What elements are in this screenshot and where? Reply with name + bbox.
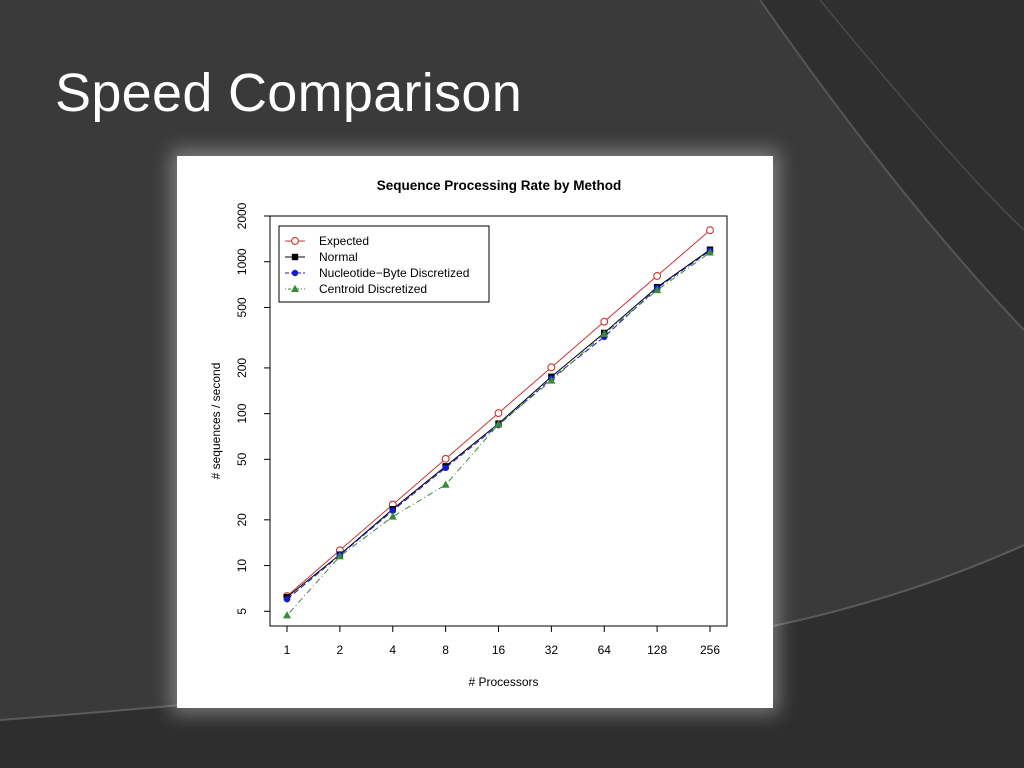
data-point-centroid-discretized xyxy=(335,552,344,560)
data-point-centroid-discretized xyxy=(653,285,662,294)
x-tick-label: 1 xyxy=(284,643,291,657)
data-point-centroid-discretized xyxy=(547,376,556,384)
x-axis-label: # Processors xyxy=(468,675,538,689)
x-tick-label: 128 xyxy=(647,643,667,657)
data-point-nucleotide-byte-discretized xyxy=(389,507,396,514)
data-point-centroid-discretized xyxy=(706,248,714,256)
y-tick-label: 1000 xyxy=(235,248,249,275)
legend-label-centroid-discretized: Centroid Discretized xyxy=(319,282,427,296)
y-tick-label: 10 xyxy=(235,559,249,573)
slide-title: Speed Comparison xyxy=(55,63,523,123)
x-tick-label: 2 xyxy=(337,643,344,657)
data-point-nucleotide-byte-discretized xyxy=(283,596,291,603)
data-point-expected xyxy=(600,317,609,326)
legend-marker-normal xyxy=(291,253,299,261)
data-point-centroid-discretized xyxy=(441,480,450,488)
data-point-centroid-discretized xyxy=(388,512,397,520)
data-point-expected xyxy=(441,454,450,463)
x-tick-label: 8 xyxy=(442,643,449,657)
legend-label-normal: Normal xyxy=(319,250,358,264)
data-point-expected xyxy=(706,226,714,235)
y-tick-label: 2000 xyxy=(235,202,249,229)
y-tick-label: 200 xyxy=(235,358,249,378)
y-tick-label: 5 xyxy=(235,608,249,615)
data-point-expected xyxy=(494,409,503,418)
x-tick-label: 4 xyxy=(389,643,396,657)
data-point-centroid-discretized xyxy=(283,611,291,619)
data-point-nucleotide-byte-discretized xyxy=(442,464,449,472)
legend-box xyxy=(278,225,490,303)
data-point-expected xyxy=(547,363,556,372)
legend-marker-centroid-discretized xyxy=(291,284,299,292)
y-axis-label: # sequences / second xyxy=(209,363,223,480)
data-point-expected xyxy=(653,271,662,280)
series-line-centroid-discretized xyxy=(286,252,711,616)
y-tick-label: 20 xyxy=(235,513,249,527)
legend-marker-expected xyxy=(291,237,299,245)
chart-title: Sequence Processing Rate by Method xyxy=(377,178,622,193)
y-tick-label: 50 xyxy=(235,452,249,466)
data-point-centroid-discretized xyxy=(494,420,503,428)
y-tick-label: 100 xyxy=(235,403,249,423)
x-tick-label: 16 xyxy=(492,643,506,657)
x-tick-label: 256 xyxy=(700,643,720,657)
legend-label-expected: Expected xyxy=(319,234,369,248)
line-chart: Sequence Processing Rate by Method 1 2 4 8 16… xyxy=(209,178,728,689)
x-tick-label: 64 xyxy=(598,643,612,657)
chart-figure: Sequence Processing Rate by Method 1 2 4 8 16… xyxy=(177,156,773,708)
legend-label-nucleotide-byte-discretized: Nucleotide−Byte Discretized xyxy=(319,266,469,280)
y-tick-label: 500 xyxy=(235,297,249,317)
data-point-centroid-discretized xyxy=(600,329,609,337)
legend-marker-nucleotide-byte-discretized xyxy=(291,269,299,277)
x-tick-label: 32 xyxy=(545,643,559,657)
